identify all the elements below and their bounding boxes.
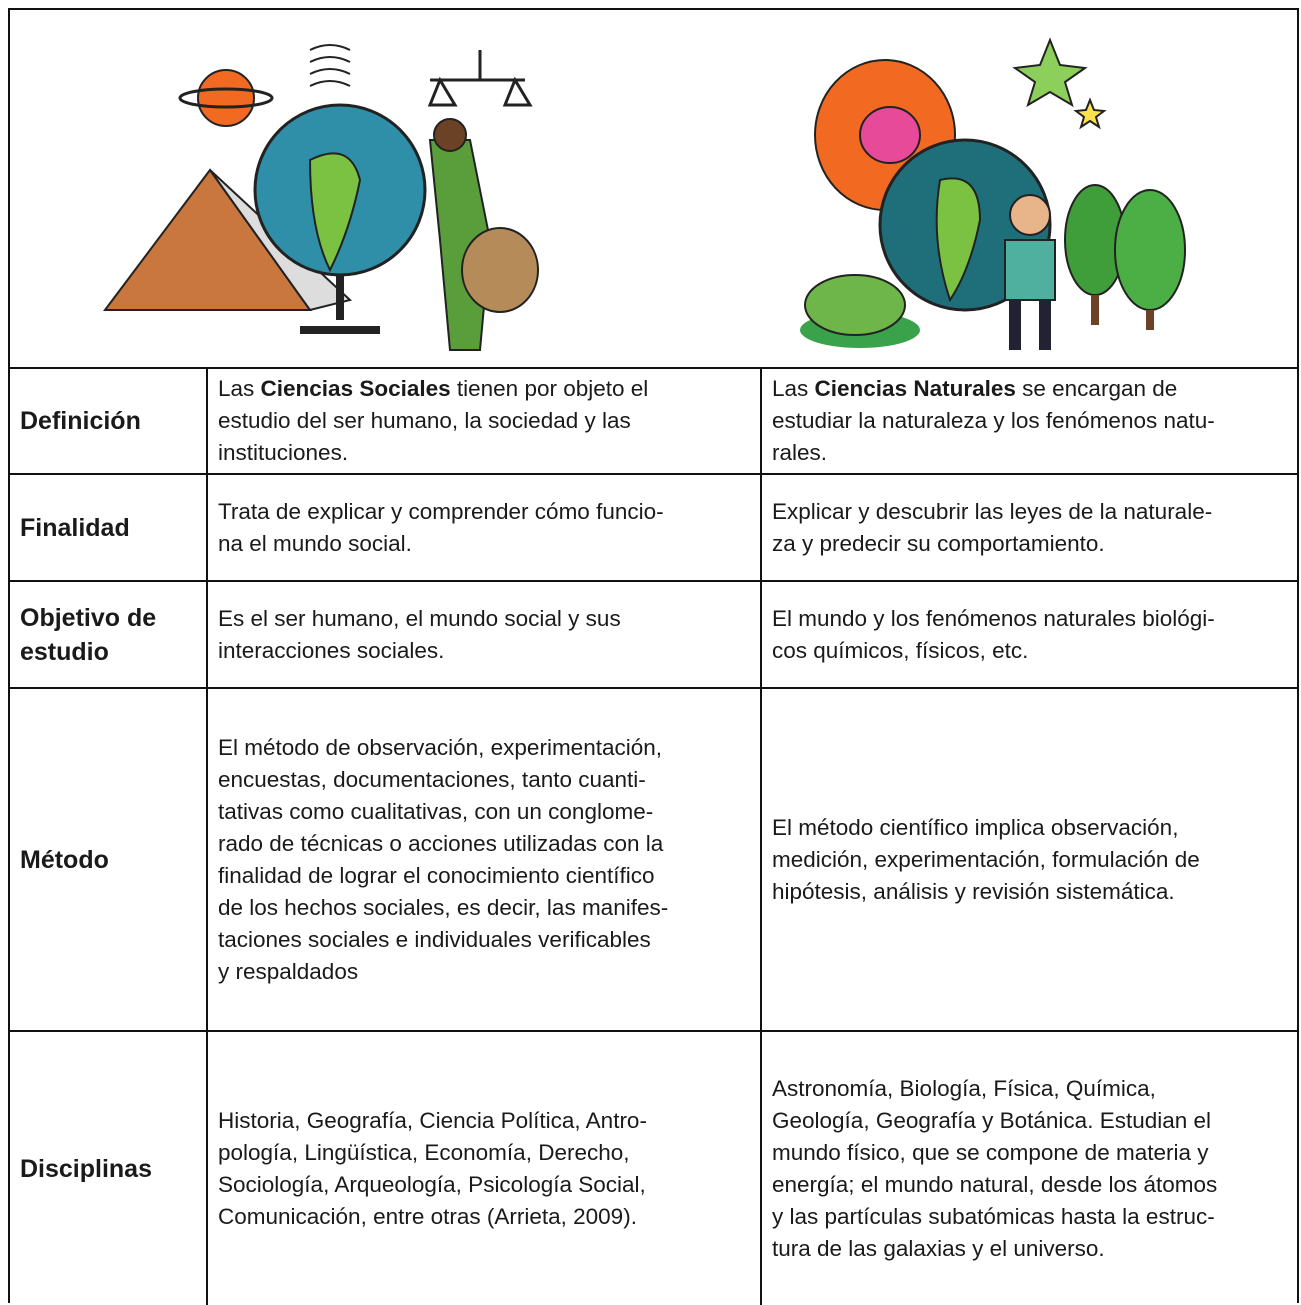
row-label: Definición	[10, 367, 206, 473]
text-line: Método	[20, 845, 109, 874]
text-line: Disciplinas	[20, 1154, 152, 1183]
illustrations	[103, 37, 1186, 351]
text-line: rales.	[772, 440, 828, 465]
text-line: Explicar y descubrir las leyes de la nat…	[772, 498, 1213, 524]
bold-text: Ciencias Sociales	[260, 376, 451, 401]
natural-cell: El método científico implica observación…	[760, 687, 1297, 1030]
row-label: Objetivo de estudio	[10, 580, 206, 687]
text-line: encuestas, documentaciones, tanto cuanti…	[218, 766, 646, 792]
text-line: instituciones.	[218, 440, 349, 465]
text-line: interacciones sociales.	[218, 637, 445, 663]
text-line: taciones sociales e individuales verific…	[218, 926, 651, 952]
text-line: Trata de explicar y comprender cómo func…	[218, 498, 664, 524]
text-line: estudiar la naturaleza y los fenómenos n…	[772, 408, 1215, 433]
social-cell: Las Ciencias Sociales tienen por objeto …	[206, 367, 760, 473]
natural-cell: Explicar y descubrir las leyes de la nat…	[760, 473, 1297, 580]
comparison-table: Definición Las Ciencias Sociales tienen p…	[8, 8, 1299, 1305]
social-cell: Es el ser humano, el mundo social y sus i…	[206, 580, 760, 687]
text-line: za y predecir su comportamiento.	[772, 530, 1105, 556]
row-label: Método	[10, 687, 206, 1030]
text-line: Geología, Geografía y Botánica. Estudian…	[772, 1107, 1212, 1133]
text-line: pología, Lingüística, Economía, Derecho,	[218, 1139, 630, 1165]
text-line: estudio del ser humano, la sociedad y la…	[218, 408, 631, 433]
text-line: Historia, Geografía, Ciencia Política, A…	[218, 1107, 647, 1133]
text-line: El método científico implica observación…	[772, 814, 1179, 840]
text-line: mundo físico, que se compone de materia …	[772, 1139, 1209, 1165]
natural-cell: El mundo y los fenómenos naturales bioló…	[760, 580, 1297, 687]
natural-cell: Las Ciencias Naturales se encargan de est…	[760, 367, 1297, 473]
text-line: El método de observación, experimentació…	[218, 734, 663, 760]
text-line: de los hechos sociales, es decir, las ma…	[218, 894, 669, 920]
natural-sciences-illustration	[800, 37, 1186, 350]
text-segment: se encargan de	[1015, 376, 1178, 401]
text-line: na el mundo social.	[218, 530, 412, 556]
text-line: y las partículas subatómicas hasta la es…	[772, 1203, 1215, 1229]
text-line: finalidad de lograr el conocimiento cien…	[218, 862, 655, 888]
row-label: Finalidad	[10, 473, 206, 580]
text-line: medición, experimentación, formulación d…	[772, 846, 1200, 872]
row-label: Disciplinas	[10, 1030, 206, 1305]
text-line: Definición	[20, 407, 141, 435]
text-line: Las Ciencias Naturales se encargan de	[772, 373, 1297, 405]
text-line: rado de técnicas o acciones utilizadas c…	[218, 830, 664, 856]
social-cell: Trata de explicar y comprender cómo func…	[206, 473, 760, 580]
text-line: Objetivo de	[20, 603, 157, 632]
text-line: y respaldados	[218, 958, 359, 984]
text-line: Finalidad	[20, 513, 130, 542]
natural-cell: Astronomía, Biología, Física, Química, Ge…	[760, 1030, 1297, 1305]
text-line: Astronomía, Biología, Física, Química,	[772, 1075, 1156, 1101]
text-segment: Las	[218, 376, 261, 401]
text-line: Sociología, Arqueología, Psicología Soci…	[218, 1171, 646, 1197]
text-segment: Las	[772, 376, 815, 401]
text-line: cos químicos, físicos, etc.	[772, 637, 1029, 663]
text-line: tura de las galaxias y el universo.	[772, 1235, 1105, 1261]
text-line: Es el ser humano, el mundo social y sus	[218, 605, 621, 631]
text-line: Comunicación, entre otras (Arrieta, 2009…	[218, 1203, 637, 1229]
text-line: Las Ciencias Sociales tienen por objeto …	[218, 373, 760, 405]
text-segment: tienen por objeto el	[450, 376, 649, 401]
text-line: energía; el mundo natural, desde los áto…	[772, 1171, 1218, 1197]
text-line: hipótesis, análisis y revisión sistemáti…	[772, 878, 1175, 904]
bold-text: Ciencias Naturales	[814, 376, 1016, 401]
text-line: estudio	[20, 637, 109, 666]
social-sciences-illustration	[103, 44, 539, 351]
text-line: El mundo y los fenómenos naturales bioló…	[772, 605, 1215, 631]
social-cell: El método de observación, experimentació…	[206, 687, 760, 1030]
text-line: tativas como cualitativas, con un conglo…	[218, 798, 654, 824]
social-cell: Historia, Geografía, Ciencia Política, A…	[206, 1030, 760, 1305]
